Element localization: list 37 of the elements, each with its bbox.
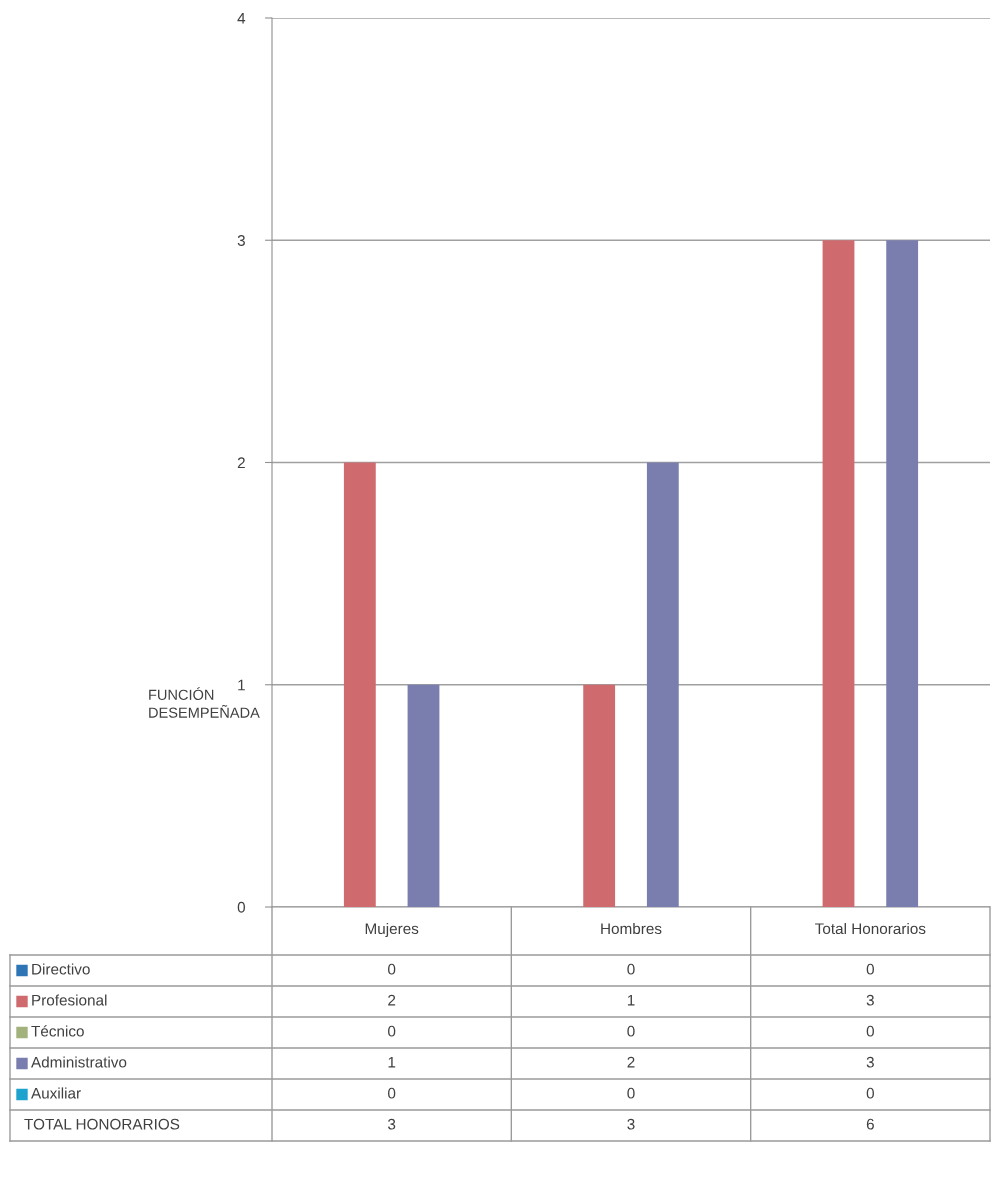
text: 3 (627, 1118, 635, 1130)
data-label: 0 (388, 1087, 396, 1099)
x-tick-label: Mujeres (365, 922, 419, 938)
y-tick-label: 4 (237, 13, 246, 24)
bar (886, 240, 919, 907)
text: TOTAL HONORARIOS (24, 1118, 180, 1130)
x-tick-label: Total Honorarios (815, 922, 926, 935)
data-label: 0 (627, 1087, 635, 1099)
y-tick-label: 3 (237, 235, 245, 246)
x-tick-label: Hombres (601, 922, 662, 935)
bar (822, 240, 855, 907)
y-tick-label: 0 (237, 901, 246, 913)
legend-label: Profesional (32, 994, 107, 1006)
bar (646, 462, 679, 907)
data-label: 1 (388, 1056, 396, 1068)
data-label: 2 (627, 1056, 635, 1068)
data-label: 0 (388, 963, 396, 975)
data-label: 1 (627, 994, 635, 1006)
legend-label: Técnico (31, 1025, 84, 1037)
data-label: 2 (388, 994, 396, 1006)
bar (583, 684, 616, 907)
legend-label: Auxiliar (31, 1087, 81, 1099)
data-label: 0 (627, 963, 635, 975)
data-label: 0 (627, 1025, 635, 1037)
data-label: 3 (866, 994, 874, 1006)
data-label: 0 (388, 1025, 396, 1037)
legend-label: Directivo (32, 963, 90, 975)
text: 6 (866, 1118, 874, 1130)
bar (407, 684, 440, 907)
data-label: 3 (866, 1056, 874, 1068)
data-label: 0 (866, 963, 874, 975)
bar (343, 462, 376, 907)
data-label: 0 (866, 1025, 874, 1037)
y-tick-label: 2 (237, 457, 245, 469)
legend-label: Administrativo (31, 1056, 127, 1068)
data-label: 0 (866, 1087, 874, 1099)
text: 3 (388, 1118, 396, 1130)
